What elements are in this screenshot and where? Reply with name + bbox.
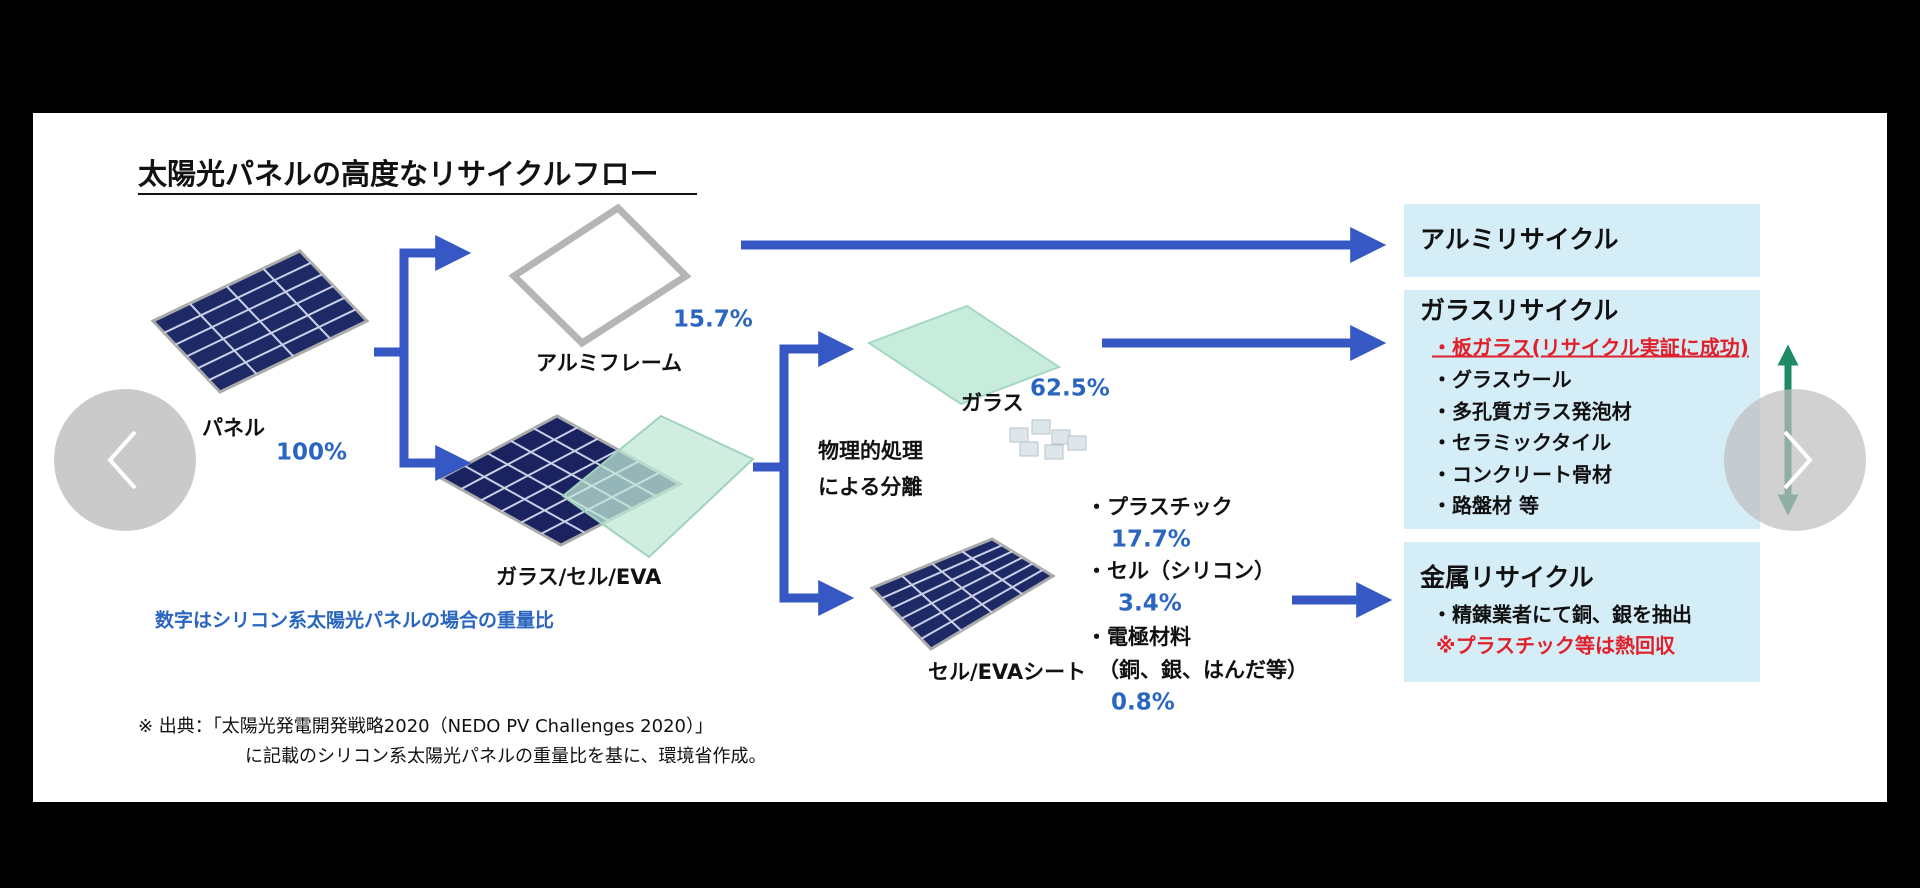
component-name: ・セル（シリコン） xyxy=(1086,559,1275,583)
box-item: ・グラスウール xyxy=(1432,368,1572,392)
cell-sheet-label: セル/EVAシート xyxy=(928,660,1086,684)
illustrations xyxy=(150,203,1087,651)
cell-line xyxy=(262,267,331,340)
source-line: ※ 出典：「太陽光発電開発戦略2020（NEDO PV Challenges 2… xyxy=(138,716,713,737)
glass-cullet xyxy=(1031,419,1051,435)
cell-line xyxy=(460,426,578,491)
glass-cullet xyxy=(1044,444,1064,460)
glass-cullet xyxy=(1051,429,1071,445)
arrow xyxy=(753,331,855,472)
cell-line xyxy=(480,437,599,502)
box-item: ・板ガラス(リサイクル実証に成功) xyxy=(1432,336,1749,360)
source-line: に記載のシリコン系太陽光パネルの重量比を基に、環境省作成。 xyxy=(245,746,766,767)
component-percent: 17.7% xyxy=(1111,527,1191,553)
arrow xyxy=(779,467,855,616)
prev-button[interactable] xyxy=(54,389,196,531)
recycle-box xyxy=(1404,290,1760,529)
arrow xyxy=(399,352,472,481)
panel-percent: 100% xyxy=(276,440,347,466)
glass-cullet xyxy=(1067,435,1087,451)
box-title: 金属リサイクル xyxy=(1419,563,1594,592)
flow-arrows xyxy=(374,227,1393,618)
component-percent: 0.8% xyxy=(1111,690,1175,716)
arrow xyxy=(374,235,472,357)
glass-cell-eva-label: ガラス/セル/EVA xyxy=(496,565,662,589)
box-item: ・精錬業者にて銅、銀を抽出 xyxy=(1432,603,1692,627)
cell-line xyxy=(500,449,619,513)
note: 数字はシリコン系太陽光パネルの場合の重量比 xyxy=(155,609,554,632)
component-percent: 3.4% xyxy=(1118,591,1182,617)
box-item: ※プラスチック等は熱回収 xyxy=(1436,634,1676,658)
box-item: ・セラミックタイル xyxy=(1432,431,1611,455)
frame-label: アルミフレーム xyxy=(536,351,682,375)
cell-line xyxy=(463,464,586,534)
cell-line xyxy=(931,562,993,614)
next-button[interactable] xyxy=(1724,389,1866,531)
recycle-box xyxy=(1404,204,1760,277)
glass-sheet xyxy=(561,414,755,559)
glass-percent: 62.5% xyxy=(1030,376,1110,402)
panel-label: パネル xyxy=(202,416,265,440)
component-name: ・プラスチック xyxy=(1086,495,1233,519)
box-item: ・多孔質ガラス発泡材 xyxy=(1432,400,1632,424)
frame-image xyxy=(508,203,692,348)
frame-percent: 15.7% xyxy=(673,307,753,333)
glass-cullet xyxy=(1009,427,1029,443)
cell-line xyxy=(189,302,258,375)
glass-cullet xyxy=(1019,441,1039,457)
separation-line: 物理的処理 xyxy=(818,439,923,463)
glass-image xyxy=(866,304,1062,406)
component-name: ・電極材料 xyxy=(1086,625,1191,649)
cell-line xyxy=(901,575,963,632)
cell-line xyxy=(225,285,295,358)
slide-title: 太陽光パネルの高度なリサイクルフロー xyxy=(138,157,659,191)
glass-label: ガラス xyxy=(961,391,1024,415)
component-detail: （銅、銀、はんだ等） xyxy=(1098,658,1308,682)
cell-line xyxy=(961,550,1024,596)
box-item: ・路盤材 等 xyxy=(1432,494,1539,518)
box-title: ガラスリサイクル xyxy=(1420,296,1618,325)
box-item: ・コンクリート骨材 xyxy=(1432,463,1612,487)
recycle-box xyxy=(1404,542,1760,682)
separation-line: による分離 xyxy=(818,475,922,499)
box-title: アルミリサイクル xyxy=(1420,225,1619,254)
